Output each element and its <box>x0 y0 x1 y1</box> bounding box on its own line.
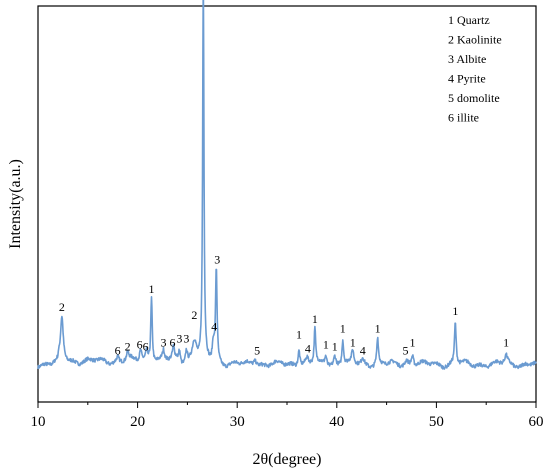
peak-label: 1 <box>332 340 338 354</box>
legend-entry: 3 Albite <box>448 52 486 66</box>
peak-label: 3 <box>214 252 220 266</box>
x-tick-label: 30 <box>230 414 245 430</box>
peak-label: 4 <box>305 342 311 356</box>
x-axis-ticks: 10 20 30 40 50 60 <box>31 402 544 430</box>
peak-label: 1 <box>375 322 381 336</box>
peak-label: 1 <box>149 282 155 296</box>
peak-label: 1 <box>312 312 318 326</box>
peak-label: 5 <box>403 343 409 357</box>
legend-entry: 2 Kaolinite <box>448 33 502 47</box>
peak-label: 1 <box>503 336 509 350</box>
legend-entry: 4 Pyrite <box>448 72 486 86</box>
peak-label: 3 <box>176 332 182 346</box>
peak-label: 3 <box>160 336 166 350</box>
peak-label: 6 <box>137 338 143 352</box>
peak-label: 1 <box>350 336 356 350</box>
peak-label: 6 <box>115 343 121 357</box>
peak-label: 6 <box>143 340 149 354</box>
peak-label: 2 <box>125 340 131 354</box>
x-axis-title: 2θ(degree) <box>253 451 322 468</box>
x-tick-label: 20 <box>130 414 145 430</box>
legend-entry: 1 Quartz <box>448 13 490 27</box>
peak-label: 1 <box>323 338 329 352</box>
y-axis-title: Intensity(a.u.) <box>7 159 24 249</box>
peak-label: 1 <box>296 328 302 342</box>
legend-entry: 5 domolite <box>448 91 500 105</box>
x-tick-label: 10 <box>31 414 46 430</box>
peak-label: 6 <box>169 336 175 350</box>
peak-label: 2 <box>191 308 197 322</box>
peak-label: 3 <box>183 332 189 346</box>
peak-label: 1 <box>340 322 346 336</box>
peak-label: 4 <box>211 320 217 334</box>
peak-label: 2 <box>59 300 65 314</box>
x-tick-label: 60 <box>529 414 544 430</box>
xrd-series-line <box>37 0 537 370</box>
x-tick-label: 50 <box>429 414 444 430</box>
peak-label: 5 <box>254 343 260 357</box>
legend: 1 Quartz 2 Kaolinite 3 Albite 4 Pyrite 5 dom… <box>448 13 502 125</box>
x-tick-label: 40 <box>329 414 344 430</box>
peak-labels: 2626613633214351411111415111 <box>59 252 509 357</box>
peak-label: 4 <box>360 343 366 357</box>
legend-entry: 6 illite <box>448 111 479 125</box>
peak-label: 1 <box>452 304 458 318</box>
peak-label: 1 <box>409 336 415 350</box>
